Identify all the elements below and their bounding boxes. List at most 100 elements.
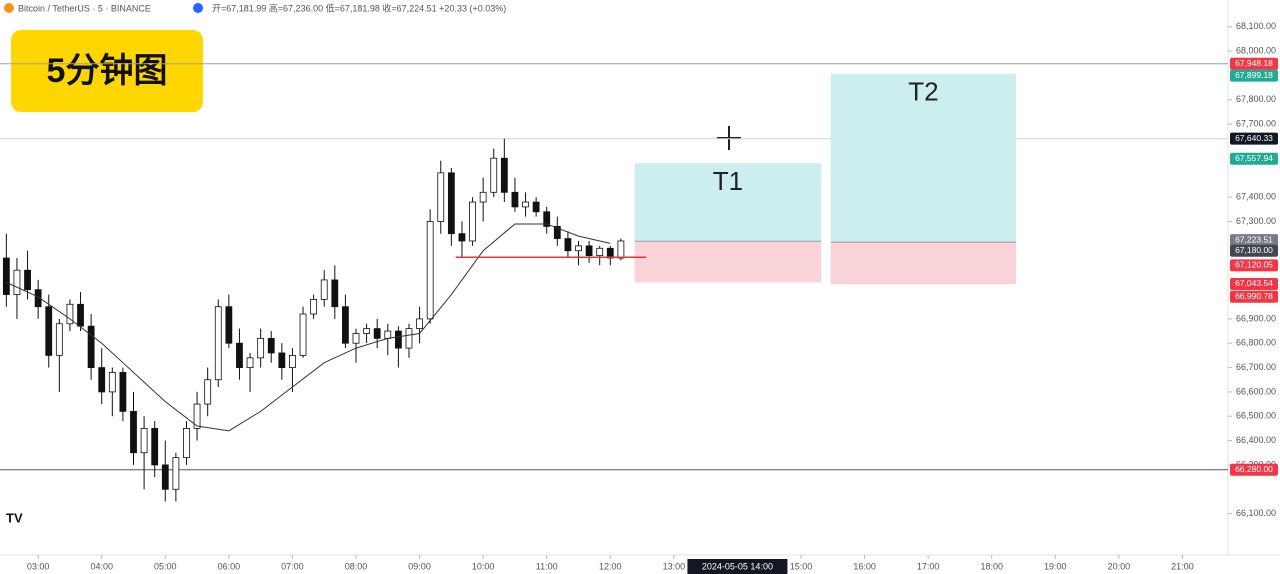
candle-body (405, 328, 413, 349)
candle-body (469, 201, 476, 242)
candle-body (564, 238, 572, 252)
candle-body (225, 306, 233, 344)
candle-body (384, 330, 392, 339)
candle-body (500, 157, 508, 193)
candle-body (66, 303, 74, 325)
candle-body (416, 318, 423, 330)
candle-body (310, 299, 318, 315)
price-tag-label: 67,640.33 (1235, 133, 1273, 143)
candle-body (394, 330, 402, 349)
candle-body (352, 333, 360, 344)
candle-body (522, 201, 529, 208)
candle-body (246, 357, 254, 368)
candle-body (490, 157, 498, 193)
y-tick-label: 66,600.00 (1236, 386, 1276, 396)
candle-body (34, 289, 42, 308)
price-tag (1230, 57, 1278, 70)
x-tick-label: 11:00 (536, 561, 558, 571)
x-tick-label: 09:00 (408, 561, 431, 571)
x-tick-label: 12:00 (599, 561, 622, 571)
candle-body (575, 245, 582, 252)
y-tick-label: 68,100.00 (1236, 21, 1276, 31)
candle-body (532, 201, 540, 213)
x-tick-label: 13:00 (663, 561, 686, 571)
price-tag (1230, 69, 1278, 82)
candle-body (77, 303, 84, 327)
candle-body (437, 172, 445, 222)
x-tick-label: 06:00 (218, 561, 241, 571)
candle-body (585, 245, 593, 256)
price-tag (1230, 234, 1278, 247)
time-tag-label: 2024-05-05 14:00 (702, 561, 773, 571)
time-tag (687, 559, 788, 574)
y-tick-label: 67,800.00 (1236, 94, 1276, 104)
x-tick-label: 18:00 (980, 561, 1003, 571)
target-zone (830, 73, 1017, 243)
stop-zone (830, 242, 1017, 285)
candle-body (363, 328, 370, 334)
price-tag-label: 67,899.18 (1235, 70, 1273, 80)
candle-body (267, 337, 275, 354)
price-tag (1230, 259, 1278, 272)
candle-body (596, 247, 604, 256)
candle-body (373, 328, 381, 339)
x-tick-label: 05:00 (154, 561, 177, 571)
price-tag (1230, 132, 1278, 145)
candle-body (511, 191, 519, 208)
target-zone (634, 163, 822, 242)
y-tick-label: 67,400.00 (1236, 192, 1276, 202)
status-icon (193, 3, 203, 13)
x-tick-label: 07:00 (281, 561, 304, 571)
stop-zone (634, 241, 822, 283)
price-tag-label: 66,990.78 (1235, 291, 1273, 301)
candle-body (426, 221, 434, 320)
candle-body (193, 403, 201, 429)
candle-body (172, 457, 180, 490)
position-label: T2 (908, 77, 938, 107)
candle-body (331, 279, 339, 308)
y-tick-label: 68,000.00 (1236, 45, 1276, 55)
candle-body (13, 269, 21, 295)
x-tick-label: 19:00 (1044, 561, 1067, 571)
candle-body (479, 191, 487, 203)
price-tag (1230, 244, 1278, 257)
candle-body (24, 269, 31, 291)
symbol-icon (4, 3, 14, 13)
candle-body (151, 428, 159, 466)
candle-body (87, 325, 95, 368)
badge (11, 30, 203, 112)
y-tick-label: 66,100.00 (1236, 508, 1276, 518)
candle-body (617, 240, 625, 259)
candle-body (289, 354, 296, 368)
candle-body (342, 306, 349, 344)
price-tag-label: 67,120.05 (1235, 260, 1273, 270)
logo: TV (6, 510, 23, 525)
price-tag (1230, 152, 1278, 165)
candle-body (183, 428, 190, 459)
candle-body (257, 337, 265, 359)
x-tick-label: 17:00 (917, 561, 940, 571)
y-tick-label: 66,800.00 (1236, 338, 1276, 348)
price-tag-label: 67,557.94 (1235, 153, 1273, 163)
candle-body (161, 464, 169, 490)
candle-body (447, 172, 455, 235)
candle-body (119, 372, 127, 412)
candle-body (236, 342, 243, 368)
ohlc: 开=67,181.99 高=67,236.00 低=67,181.98 收=67… (212, 2, 506, 13)
candle-body (204, 379, 212, 405)
price-tag-label: 66,280.00 (1235, 464, 1273, 474)
candle-body (98, 367, 106, 393)
price-tag-label: 67,043.54 (1235, 278, 1273, 288)
y-tick-label: 66,500.00 (1236, 411, 1276, 421)
candle-body (320, 279, 328, 300)
badge-text: 5分钟图 (47, 52, 168, 90)
moving-average (6, 223, 611, 432)
x-tick-label: 15:00 (790, 561, 813, 571)
candle-body (130, 410, 137, 454)
price-tag (1230, 290, 1278, 303)
candle-body (553, 225, 561, 239)
price-tag (1230, 463, 1278, 476)
y-tick-label: 66,900.00 (1236, 313, 1276, 323)
candle-body (214, 306, 222, 381)
